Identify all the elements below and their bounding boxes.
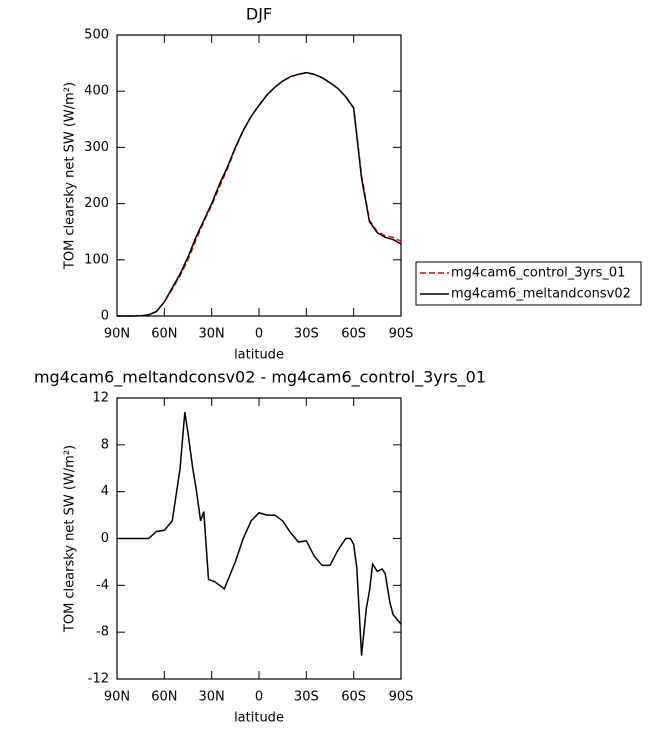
series-line: [117, 71, 402, 317]
x-tick-label: 90N: [104, 690, 130, 705]
y-tick-label: 0: [101, 531, 109, 546]
y-tick-label: 500: [84, 28, 109, 43]
legend-label: mg4cam6_meltandconsv02: [451, 287, 631, 302]
y-tick-label: 0: [101, 309, 109, 324]
chart-title: DJF: [246, 5, 272, 24]
legend-box: [415, 261, 642, 306]
x-tick-label: 60N: [151, 690, 177, 705]
x-tick-label: 30S: [294, 327, 319, 342]
chart-title: mg4cam6_meltandconsv02 - mg4cam6_control…: [34, 368, 486, 388]
x-tick-label: 0: [255, 327, 263, 342]
y-tick-label: 12: [92, 391, 109, 406]
legend-label: mg4cam6_control_3yrs_01: [451, 266, 625, 281]
series-line: [117, 71, 402, 317]
x-tick-label: 30N: [199, 327, 225, 342]
plot-frame: [116, 397, 402, 680]
y-axis-label: TOM clearsky net SW (W/m²): [63, 445, 78, 633]
y-tick-label: 300: [84, 140, 109, 155]
series-line: [117, 411, 402, 656]
y-tick-label: 8: [101, 437, 109, 452]
x-tick-label: 0: [255, 690, 263, 705]
x-tick-label: 60N: [151, 327, 177, 342]
x-axis-label: latitude: [234, 348, 284, 363]
y-tick-label: 100: [84, 252, 109, 267]
x-tick-label: 90S: [389, 327, 414, 342]
y-tick-label: -8: [96, 625, 109, 640]
x-tick-label: 30N: [199, 690, 225, 705]
x-tick-label: 90S: [389, 690, 414, 705]
y-tick-label: -4: [96, 578, 109, 593]
x-tick-label: 60S: [341, 327, 366, 342]
x-tick-label: 30S: [294, 690, 319, 705]
y-tick-label: 400: [84, 84, 109, 99]
plot-frame: [116, 34, 402, 317]
x-tick-label: 60S: [341, 690, 366, 705]
x-axis-label: latitude: [234, 711, 284, 726]
y-axis-label: TOM clearsky net SW (W/m²): [63, 82, 78, 270]
y-tick-label: -12: [88, 672, 109, 687]
y-tick-label: 4: [101, 484, 109, 499]
y-tick-label: 200: [84, 196, 109, 211]
x-tick-label: 90N: [104, 327, 130, 342]
